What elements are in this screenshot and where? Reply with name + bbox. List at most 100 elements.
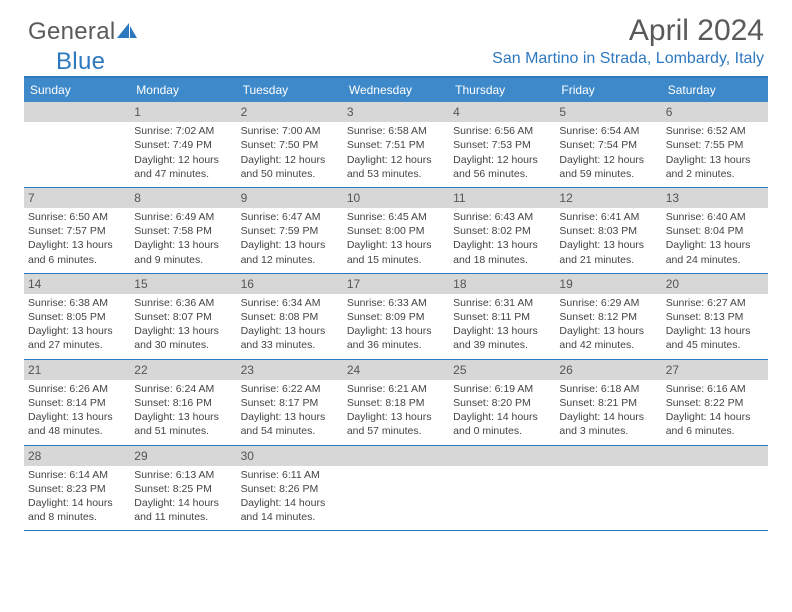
month-title: April 2024 [28,14,764,48]
day-number-row: 1 [130,102,236,122]
sunset-text: Sunset: 8:05 PM [28,310,126,324]
day-cell: 18Sunrise: 6:31 AMSunset: 8:11 PMDayligh… [449,274,555,359]
day-number-row: 19 [555,274,661,294]
sunrise-text: Sunrise: 6:40 AM [666,210,764,224]
day-cell: 30Sunrise: 6:11 AMSunset: 8:26 PMDayligh… [237,446,343,531]
day-number-row: 22 [130,360,236,380]
sunrise-text: Sunrise: 7:02 AM [134,124,232,138]
sunset-text: Sunset: 8:03 PM [559,224,657,238]
day-number-row [343,446,449,466]
sunrise-text: Sunrise: 6:21 AM [347,382,445,396]
day-number: 23 [241,363,254,377]
day-number: 1 [134,105,141,119]
day-number-row [662,446,768,466]
day-number-row: 13 [662,188,768,208]
day-cell: 19Sunrise: 6:29 AMSunset: 8:12 PMDayligh… [555,274,661,359]
day-number: 16 [241,277,254,291]
day-number-row: 18 [449,274,555,294]
sunrise-text: Sunrise: 6:22 AM [241,382,339,396]
day-number: 24 [347,363,360,377]
day-number-row: 28 [24,446,130,466]
day-cell: 23Sunrise: 6:22 AMSunset: 8:17 PMDayligh… [237,360,343,445]
day-number-row: 20 [662,274,768,294]
daylight-text: Daylight: 13 hours and 18 minutes. [453,238,551,266]
dow-row: SundayMondayTuesdayWednesdayThursdayFrid… [24,78,768,102]
sunrise-text: Sunrise: 6:50 AM [28,210,126,224]
daylight-text: Daylight: 13 hours and 45 minutes. [666,324,764,352]
sunrise-text: Sunrise: 6:36 AM [134,296,232,310]
day-number-row: 23 [237,360,343,380]
day-cell [24,102,130,187]
day-number: 11 [453,191,465,205]
day-cell: 29Sunrise: 6:13 AMSunset: 8:25 PMDayligh… [130,446,236,531]
sunset-text: Sunset: 8:16 PM [134,396,232,410]
day-number: 9 [241,191,248,205]
daylight-text: Daylight: 12 hours and 59 minutes. [559,153,657,181]
day-number: 20 [666,277,679,291]
day-number-row: 16 [237,274,343,294]
title-block: April 2024 San Martino in Strada, Lombar… [28,14,764,68]
day-cell: 10Sunrise: 6:45 AMSunset: 8:00 PMDayligh… [343,188,449,273]
dow-header: Thursday [449,78,555,102]
day-number-row: 3 [343,102,449,122]
daylight-text: Daylight: 14 hours and 0 minutes. [453,410,551,438]
week-row: 14Sunrise: 6:38 AMSunset: 8:05 PMDayligh… [24,274,768,360]
day-number: 18 [453,277,466,291]
dow-header: Wednesday [343,78,449,102]
day-number-row: 6 [662,102,768,122]
day-cell: 1Sunrise: 7:02 AMSunset: 7:49 PMDaylight… [130,102,236,187]
sunset-text: Sunset: 7:53 PM [453,138,551,152]
sunset-text: Sunset: 8:09 PM [347,310,445,324]
day-cell [662,446,768,531]
sunrise-text: Sunrise: 6:19 AM [453,382,551,396]
sunrise-text: Sunrise: 6:14 AM [28,468,126,482]
day-number: 6 [666,105,673,119]
day-number-row: 30 [237,446,343,466]
daylight-text: Daylight: 13 hours and 30 minutes. [134,324,232,352]
daylight-text: Daylight: 13 hours and 33 minutes. [241,324,339,352]
sunrise-text: Sunrise: 6:18 AM [559,382,657,396]
day-number [453,449,456,463]
day-number-row: 10 [343,188,449,208]
day-number-row: 29 [130,446,236,466]
sunset-text: Sunset: 8:22 PM [666,396,764,410]
daylight-text: Daylight: 13 hours and 42 minutes. [559,324,657,352]
day-number: 3 [347,105,354,119]
daylight-text: Daylight: 13 hours and 6 minutes. [28,238,126,266]
sunrise-text: Sunrise: 6:11 AM [241,468,339,482]
day-cell: 11Sunrise: 6:43 AMSunset: 8:02 PMDayligh… [449,188,555,273]
sunset-text: Sunset: 8:08 PM [241,310,339,324]
dow-header: Monday [130,78,236,102]
daylight-text: Daylight: 13 hours and 54 minutes. [241,410,339,438]
day-cell: 16Sunrise: 6:34 AMSunset: 8:08 PMDayligh… [237,274,343,359]
sunset-text: Sunset: 7:55 PM [666,138,764,152]
day-number-row [24,102,130,122]
sunset-text: Sunset: 8:20 PM [453,396,551,410]
daylight-text: Daylight: 14 hours and 11 minutes. [134,496,232,524]
sunset-text: Sunset: 7:59 PM [241,224,339,238]
day-cell [343,446,449,531]
dow-header: Friday [555,78,661,102]
day-number: 12 [559,191,572,205]
header: General Blue April 2024 San Martino in S… [0,0,792,70]
day-number-row [449,446,555,466]
logo-text-1: General [28,18,115,45]
sunset-text: Sunset: 8:07 PM [134,310,232,324]
sunset-text: Sunset: 8:26 PM [241,482,339,496]
day-number: 2 [241,105,248,119]
day-number: 10 [347,191,360,205]
day-number-row: 21 [24,360,130,380]
day-number: 4 [453,105,460,119]
day-number-row: 7 [24,188,130,208]
sunset-text: Sunset: 8:02 PM [453,224,551,238]
sunset-text: Sunset: 8:18 PM [347,396,445,410]
daylight-text: Daylight: 13 hours and 39 minutes. [453,324,551,352]
day-cell: 28Sunrise: 6:14 AMSunset: 8:23 PMDayligh… [24,446,130,531]
sunrise-text: Sunrise: 6:41 AM [559,210,657,224]
day-cell: 15Sunrise: 6:36 AMSunset: 8:07 PMDayligh… [130,274,236,359]
day-cell [555,446,661,531]
day-number [559,449,562,463]
day-cell: 13Sunrise: 6:40 AMSunset: 8:04 PMDayligh… [662,188,768,273]
day-cell: 7Sunrise: 6:50 AMSunset: 7:57 PMDaylight… [24,188,130,273]
day-number: 7 [28,191,35,205]
